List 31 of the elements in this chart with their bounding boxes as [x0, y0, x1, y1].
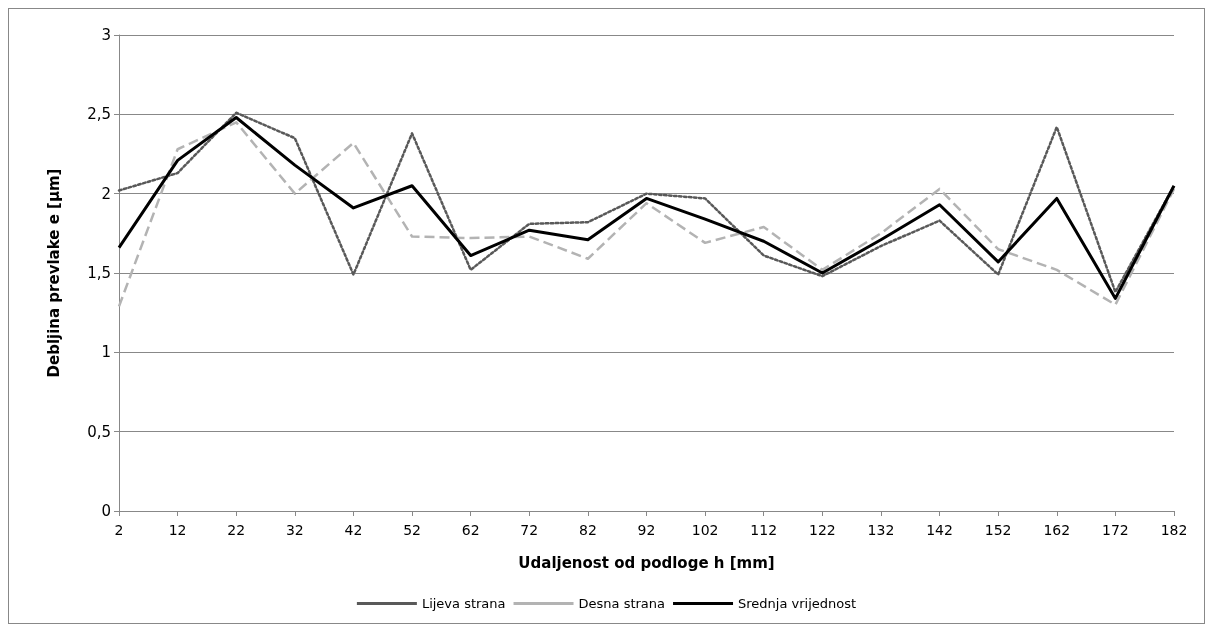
legend-label: Lijeva strana: [421, 596, 506, 611]
x-tick-label: 62: [461, 522, 480, 538]
x-tick-label: 172: [1102, 522, 1129, 538]
legend-label: Srednja vrijednost: [738, 596, 857, 611]
x-tick-label: 12: [168, 522, 187, 538]
x-tick-label: 52: [403, 522, 421, 538]
x-tick-label: 182: [1160, 522, 1188, 538]
x-tick-label: 82: [578, 522, 597, 538]
x-tick-label: 112: [750, 522, 778, 538]
y-tick-label: 3: [101, 26, 111, 44]
x-tick-label: 72: [520, 522, 539, 538]
x-axis-title: Udaljenost od podloge h [mm]: [518, 553, 775, 572]
x-tick-label: 152: [984, 522, 1012, 538]
x-tick-label: 22: [227, 522, 246, 538]
x-tick-label: 102: [691, 522, 719, 538]
x-tick-label: 142: [926, 522, 953, 538]
y-axis-title: Debljina prevlake e [µm]: [44, 168, 63, 378]
y-tick-label: 0,5: [87, 422, 111, 441]
legend-label: Desna strana: [578, 596, 666, 611]
y-tick-label: 2,5: [87, 105, 111, 124]
y-tick-label: 2: [101, 184, 111, 203]
y-tick-label: 0: [101, 502, 111, 520]
x-tick-label: 132: [867, 522, 895, 538]
x-tick-label: 32: [285, 522, 304, 538]
x-tick-label: 2: [114, 522, 124, 538]
x-tick-label: 162: [1043, 522, 1071, 538]
y-tick-label: 1,5: [87, 264, 111, 282]
x-tick-label: 122: [808, 522, 836, 538]
x-tick-label: 92: [637, 522, 656, 538]
x-tick-label: 42: [344, 522, 363, 538]
y-tick-label: 1: [101, 343, 111, 362]
